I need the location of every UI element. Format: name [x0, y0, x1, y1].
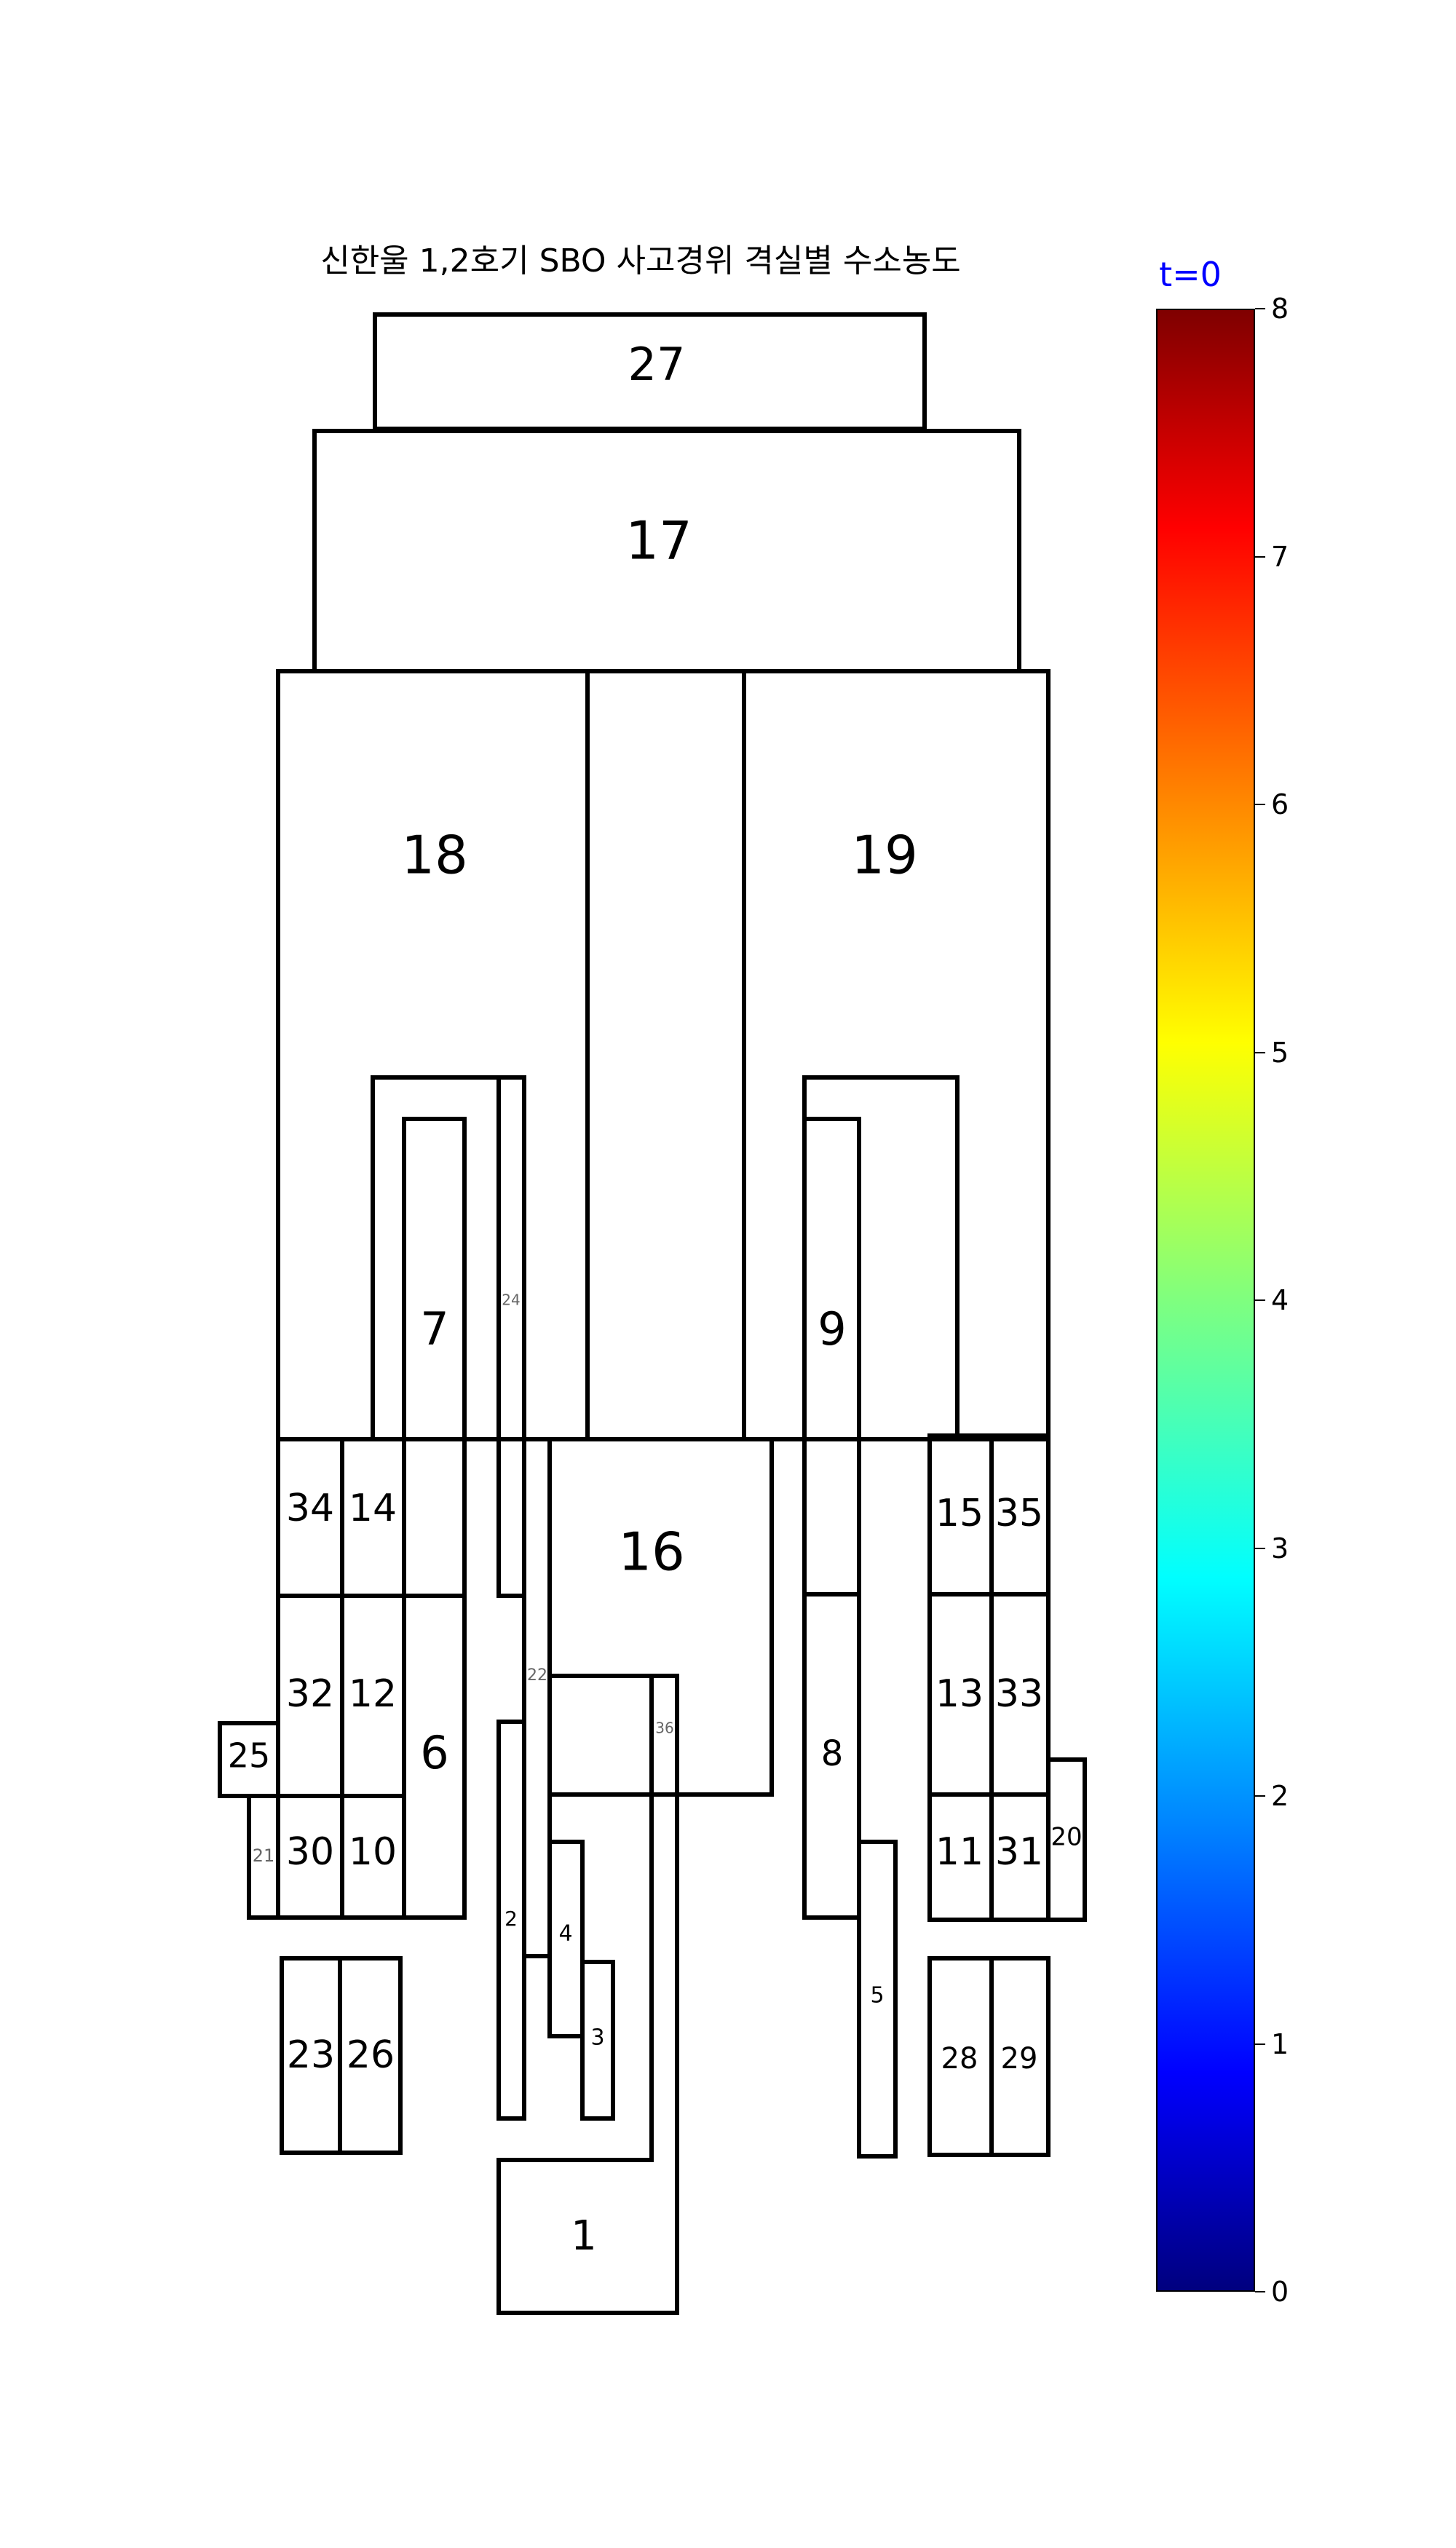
colorbar-tick [1255, 1795, 1265, 1797]
colorbar-tick [1255, 1299, 1265, 1301]
room-label-29: 29 [1001, 2042, 1038, 2076]
room-4-box [547, 1840, 585, 2038]
room-label-36: 36 [655, 1720, 673, 1737]
colorbar-tick-label: 7 [1271, 540, 1289, 573]
room-label-3: 3 [590, 2025, 604, 2051]
room-label-19: 19 [851, 825, 918, 886]
colorbar-tick [1255, 804, 1265, 805]
colorbar-tick [1255, 1547, 1265, 1549]
room-label-13: 13 [935, 1672, 984, 1716]
room-label-35: 35 [995, 1492, 1043, 1535]
colorbar-tick-label: 0 [1271, 2276, 1289, 2308]
colorbar-tick-label: 8 [1271, 293, 1289, 325]
room-label-8: 8 [821, 1733, 844, 1774]
room-2-box [496, 1720, 526, 2121]
room-label-2: 2 [505, 1907, 518, 1931]
room-label-11: 11 [935, 1830, 984, 1874]
room-3-box [580, 1960, 615, 2121]
room-label-12: 12 [349, 1672, 397, 1716]
colorbar-tick [1255, 2043, 1265, 2045]
room-label-6: 6 [420, 1726, 448, 1779]
colorbar [1156, 309, 1255, 2292]
colorbar-tick-label: 2 [1271, 1780, 1289, 1812]
room-label-1: 1 [571, 2212, 597, 2260]
room-22-box [522, 1437, 552, 1958]
room-label-23: 23 [287, 2033, 335, 2077]
room-label-17: 17 [625, 510, 692, 571]
room-label-4: 4 [558, 1921, 572, 1947]
room-label-9: 9 [818, 1302, 846, 1356]
room-6-box [402, 1594, 467, 1920]
room-18-19-box [276, 669, 1051, 1441]
room-label-30: 30 [286, 1830, 334, 1874]
room-label-10: 10 [349, 1830, 397, 1874]
colorbar-tick-label: 5 [1271, 1036, 1289, 1069]
room-29-box [989, 1956, 1051, 2157]
room-label-31: 31 [995, 1830, 1043, 1874]
room-label-32: 32 [286, 1672, 334, 1716]
room-label-20: 20 [1051, 1823, 1082, 1852]
diagram-title: 신한울 1,2호기 SBO 사고경위 격실별 수소농도 [320, 242, 961, 280]
room-label-34: 34 [286, 1487, 334, 1530]
room-7-outline [371, 1075, 526, 1439]
room-label-22: 22 [527, 1666, 547, 1685]
room-24-box [496, 1075, 526, 1598]
room-20-box [1046, 1757, 1087, 1922]
room-label-5: 5 [870, 1983, 884, 2009]
room-36-outline [496, 1674, 679, 2315]
room-label-25: 25 [228, 1736, 271, 1776]
room-5-box [857, 1840, 898, 2159]
room-9-outline [802, 1075, 960, 1439]
colorbar-tick [1255, 1051, 1265, 1053]
room-label-7: 7 [420, 1302, 448, 1356]
colorbar-tick-label: 6 [1271, 788, 1289, 820]
room-26-box [338, 1956, 403, 2155]
room-label-33: 33 [995, 1672, 1043, 1716]
room-label-16: 16 [618, 1522, 685, 1583]
room-16-box [547, 1437, 774, 1797]
room-label-24: 24 [502, 1291, 520, 1309]
compartment-diagram: 27 17 18 19 7 24 9 34 14 16 15 35 32 12 … [218, 312, 1087, 2315]
colorbar-tick [1255, 2291, 1265, 2292]
room-label-14: 14 [349, 1487, 397, 1530]
colorbar-tick [1255, 555, 1265, 558]
room-label-15: 15 [935, 1492, 984, 1535]
colorbar-tick-label: 1 [1271, 2027, 1289, 2060]
colorbar-tick-label: 4 [1271, 1284, 1289, 1316]
room-label-27: 27 [628, 338, 686, 391]
time-label: t=0 [1159, 255, 1222, 294]
room-label-28: 28 [941, 2042, 978, 2076]
colorbar-tick-label: 3 [1271, 1532, 1289, 1564]
room-10-box [340, 1794, 406, 1920]
room-label-26: 26 [347, 2033, 395, 2077]
room-label-21: 21 [253, 1845, 275, 1866]
room-label-18: 18 [401, 825, 468, 886]
colorbar-tick [1255, 308, 1265, 309]
